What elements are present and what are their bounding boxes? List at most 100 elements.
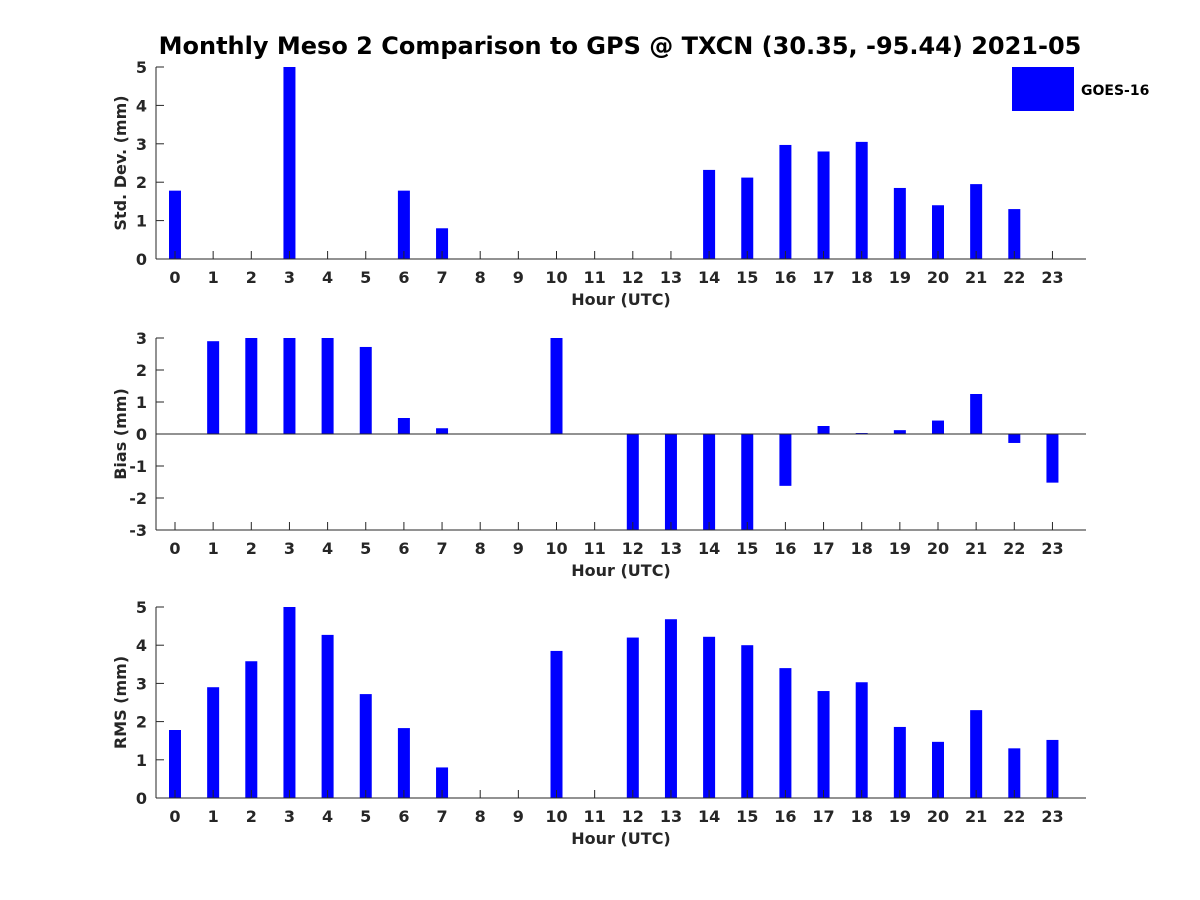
- x-tick-label: 7: [436, 268, 447, 287]
- x-tick-label: 3: [284, 807, 295, 826]
- y-axis-label: Bias (mm): [111, 388, 130, 480]
- x-tick-label: 15: [736, 807, 758, 826]
- bar-bias-mm-hour-13: [664, 434, 677, 530]
- x-tick-label: 8: [475, 807, 486, 826]
- bar-rms-mm-hour-0: [169, 730, 181, 798]
- x-tick-label: 0: [169, 807, 180, 826]
- bar-rms-mm-hour-14: [703, 636, 716, 798]
- x-tick-label: 4: [322, 807, 333, 826]
- bar-bias-mm-hour-14: [703, 434, 716, 530]
- x-tick-label: 13: [660, 539, 682, 558]
- y-axis-label: RMS (mm): [111, 656, 130, 749]
- bar-rms-mm-hour-15: [741, 645, 754, 798]
- bar-std-dev-mm-hour-7: [436, 228, 449, 259]
- bar-std-dev-mm-hour-3: [283, 67, 296, 259]
- bar-rms-mm-hour-6: [397, 728, 410, 798]
- bar-bias-mm-hour-12: [626, 434, 639, 530]
- bar-std-dev-mm-hour-21: [970, 184, 983, 259]
- y-tick-label: -2: [129, 489, 147, 508]
- bar-std-dev-mm-hour-20: [932, 205, 944, 259]
- bar-std-dev-mm-hour-22: [1008, 209, 1021, 259]
- x-tick-label: 10: [545, 539, 567, 558]
- x-tick-label: 4: [322, 268, 333, 287]
- x-tick-label: 19: [889, 807, 911, 826]
- bar-bias-mm-hour-22: [1008, 434, 1021, 443]
- x-tick-label: 22: [1003, 268, 1025, 287]
- bar-std-dev-mm-hour-6: [397, 190, 410, 259]
- y-tick-label: 4: [136, 636, 147, 655]
- bar-bias-mm-hour-21: [970, 394, 983, 434]
- x-tick-label: 16: [774, 268, 796, 287]
- x-tick-label: 14: [698, 539, 720, 558]
- x-tick-label: 1: [208, 807, 219, 826]
- y-tick-label: 2: [136, 713, 147, 732]
- bar-bias-mm-hour-23: [1046, 434, 1059, 483]
- x-tick-label: 10: [545, 807, 567, 826]
- bar-bias-mm-hour-10: [550, 338, 563, 434]
- bar-rms-mm-hour-17: [817, 691, 830, 798]
- bar-rms-mm-hour-7: [436, 767, 449, 798]
- x-tick-label: 11: [584, 807, 606, 826]
- y-tick-label: 3: [136, 674, 147, 693]
- legend-swatch: [1012, 67, 1074, 111]
- x-tick-label: 11: [584, 268, 606, 287]
- x-tick-label: 17: [812, 539, 834, 558]
- x-tick-label: 12: [622, 807, 644, 826]
- x-tick-label: 6: [398, 539, 409, 558]
- bar-rms-mm-hour-12: [626, 637, 639, 798]
- x-tick-label: 11: [584, 539, 606, 558]
- x-tick-label: 22: [1003, 807, 1025, 826]
- x-tick-label: 23: [1041, 268, 1063, 287]
- x-tick-label: 5: [360, 268, 371, 287]
- x-tick-label: 7: [436, 807, 447, 826]
- bar-bias-mm-hour-20: [932, 420, 944, 434]
- y-tick-label: 1: [136, 212, 147, 231]
- bar-std-dev-mm-hour-14: [703, 169, 716, 259]
- x-tick-label: 18: [851, 807, 873, 826]
- y-tick-label: -3: [129, 521, 147, 540]
- x-tick-label: 5: [360, 807, 371, 826]
- bar-rms-mm-hour-2: [245, 661, 258, 798]
- chart-title: Monthly Meso 2 Comparison to GPS @ TXCN …: [159, 32, 1082, 60]
- x-tick-label: 12: [622, 539, 644, 558]
- x-tick-label: 2: [246, 807, 257, 826]
- x-axis-label: Hour (UTC): [571, 290, 671, 309]
- x-tick-label: 3: [284, 268, 295, 287]
- x-tick-label: 12: [622, 268, 644, 287]
- legend: GOES-16: [1012, 67, 1149, 111]
- y-tick-label: 1: [136, 393, 147, 412]
- x-tick-label: 13: [660, 268, 682, 287]
- x-tick-label: 4: [322, 539, 333, 558]
- bar-rms-mm-hour-19: [893, 726, 906, 798]
- x-tick-label: 19: [889, 268, 911, 287]
- x-tick-label: 16: [774, 539, 796, 558]
- y-tick-label: 3: [136, 135, 147, 154]
- bar-rms-mm-hour-20: [932, 741, 944, 798]
- y-axis-label: Std. Dev. (mm): [111, 95, 130, 230]
- x-tick-label: 23: [1041, 807, 1063, 826]
- y-tick-label: 0: [136, 425, 147, 444]
- bar-bias-mm-hour-15: [741, 434, 754, 530]
- bar-std-dev-mm-hour-0: [169, 190, 181, 259]
- x-tick-label: 9: [513, 268, 524, 287]
- x-tick-label: 13: [660, 807, 682, 826]
- bar-bias-mm-hour-5: [359, 346, 372, 434]
- bar-std-dev-mm-hour-19: [893, 187, 906, 259]
- x-tick-label: 22: [1003, 539, 1025, 558]
- bar-rms-mm-hour-1: [207, 687, 220, 798]
- y-tick-label: 1: [136, 751, 147, 770]
- y-tick-label: 0: [136, 250, 147, 269]
- bar-bias-mm-hour-1: [207, 341, 220, 434]
- x-tick-label: 19: [889, 539, 911, 558]
- bar-rms-mm-hour-21: [970, 710, 983, 798]
- y-tick-label: 2: [136, 173, 147, 192]
- bar-std-dev-mm-hour-16: [779, 144, 792, 259]
- x-axis-label: Hour (UTC): [571, 829, 671, 848]
- x-tick-label: 3: [284, 539, 295, 558]
- y-tick-label: 3: [136, 329, 147, 348]
- x-tick-label: 15: [736, 539, 758, 558]
- bar-rms-mm-hour-3: [283, 607, 296, 798]
